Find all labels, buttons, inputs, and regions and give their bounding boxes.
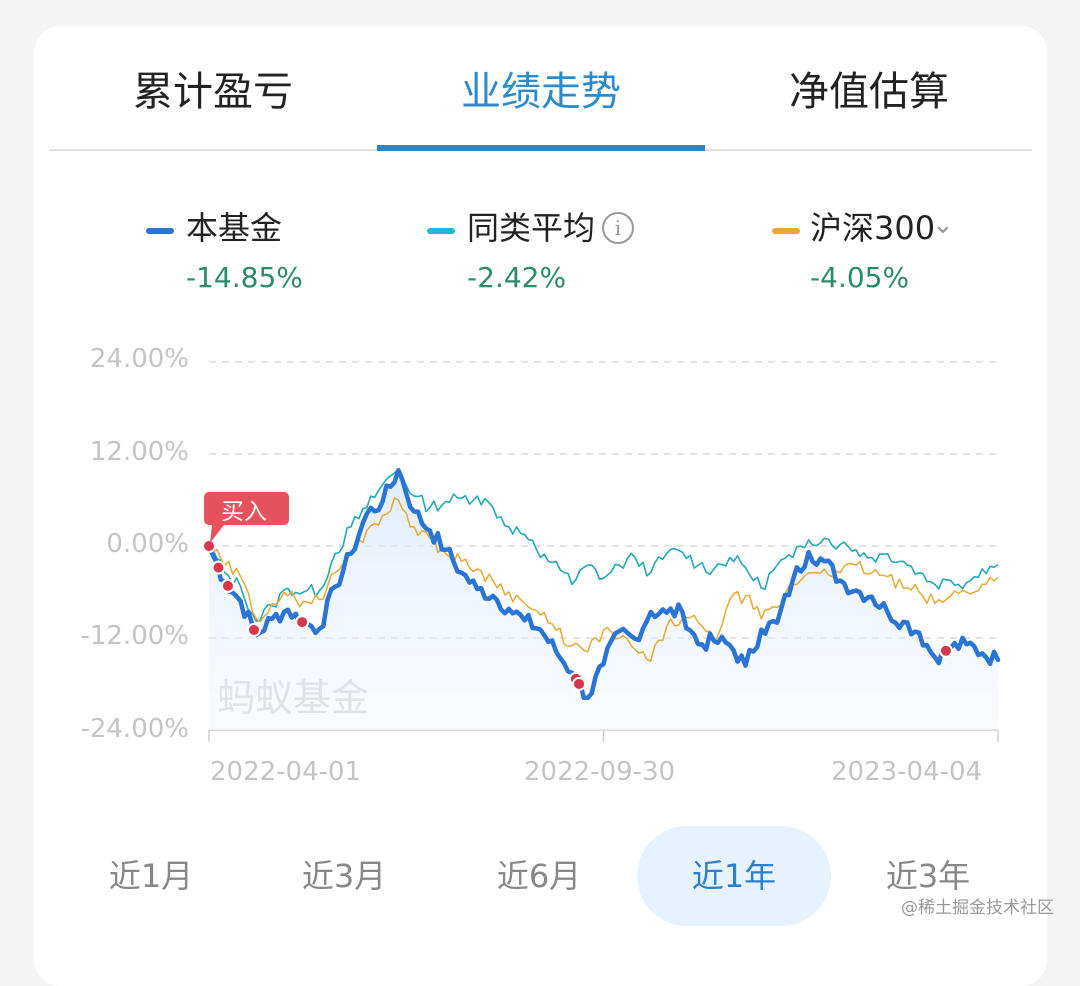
buy-point-marker[interactable] (295, 615, 310, 630)
y-tick-label: 12.00% (89, 437, 189, 467)
active-tab-indicator (377, 145, 705, 151)
chevron-down-icon[interactable]: ⌄ (932, 210, 954, 240)
x-tick-label: 2022-04-01 (210, 757, 362, 787)
buy-point-markers (202, 539, 953, 691)
performance-card: 累计盈亏 业绩走势 净值估算 本基金 -14.85% 同类平均 i -2.42%… (34, 26, 1047, 986)
legend-label: 同类平均 (467, 209, 596, 247)
y-tick-label: 0.00% (106, 529, 189, 559)
buy-point-marker[interactable] (211, 560, 226, 575)
csi300-swatch-icon (772, 228, 800, 234)
buy-tag-bubble (204, 492, 289, 543)
tab-performance-trend[interactable]: 业绩走势 (461, 69, 621, 115)
period-1-year[interactable]: 近1年 (637, 826, 831, 926)
buy-point-marker[interactable] (220, 578, 235, 593)
chart-plot-area[interactable]: 蚂蚁基金 买入 (34, 26, 1047, 786)
buy-point-marker[interactable] (938, 643, 953, 658)
legend-label: 本基金 (186, 209, 283, 247)
period-1-month[interactable]: 近1月 (108, 857, 194, 895)
buy-annotation: 买入 (204, 492, 289, 543)
average-swatch-icon (427, 228, 455, 234)
period-3-months[interactable]: 近3月 (301, 857, 387, 895)
period-selector: 近1月 近3月 近6月 近1年 近3年 (34, 826, 1047, 926)
y-tick-label: -12.00% (80, 621, 189, 651)
corner-watermark: @稀土掘金技术社区 (901, 898, 1054, 918)
x-tick-label: 2023-04-04 (831, 757, 983, 787)
x-tick-label: 2022-09-30 (524, 757, 676, 787)
tab-bar: 累计盈亏 业绩走势 净值估算 (34, 26, 1047, 151)
info-icon[interactable]: i (602, 212, 634, 244)
period-6-months[interactable]: 近6月 (496, 857, 582, 895)
average-line (208, 468, 999, 622)
csi300-line (208, 497, 999, 662)
legend-label: 沪深300 (810, 209, 936, 247)
fund-area (209, 470, 998, 731)
buy-point-marker[interactable] (572, 676, 587, 691)
buy-point-marker[interactable] (202, 539, 216, 553)
period-3-years[interactable]: 近3年 (885, 857, 971, 895)
fund-swatch-icon (146, 228, 174, 234)
buy-point-marker[interactable] (246, 622, 261, 637)
tab-nav-estimate[interactable]: 净值估算 (789, 69, 949, 115)
buy-tag-label: 买入 (221, 499, 267, 525)
tab-cumulative-pnl[interactable]: 累计盈亏 (133, 69, 293, 115)
fund-line (206, 467, 1001, 701)
y-tick-label: -24.00% (80, 714, 189, 744)
csi300-return-value: -4.05% (810, 261, 910, 294)
chart-legend: 本基金 -14.85% 同类平均 i -2.42% 沪深300 ⌄ -4.05% (34, 206, 1047, 316)
fund-return-value: -14.85% (186, 261, 303, 294)
y-tick-label: 24.00% (89, 344, 189, 374)
x-axis (208, 729, 999, 743)
average-return-value: -2.42% (467, 261, 567, 294)
